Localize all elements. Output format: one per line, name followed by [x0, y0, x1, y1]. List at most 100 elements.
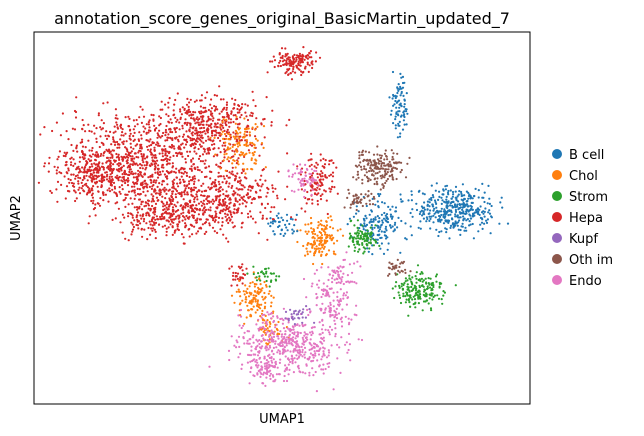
point-hepa: [228, 206, 231, 209]
point-hepa: [102, 166, 105, 169]
point-b-cell: [376, 215, 379, 218]
point-hepa: [135, 176, 138, 179]
point-hepa: [69, 157, 72, 160]
point-hepa: [200, 126, 203, 130]
point-hepa: [236, 172, 239, 175]
point-hepa: [132, 119, 135, 122]
point-hepa: [136, 164, 139, 167]
point-hepa: [146, 162, 149, 165]
point-b-cell: [377, 230, 380, 233]
point-strom: [363, 250, 366, 253]
point-hepa: [133, 152, 136, 155]
point-hepa: [116, 146, 119, 149]
point-endo: [283, 374, 286, 378]
point-b-cell: [468, 193, 471, 196]
point-hepa: [195, 232, 198, 235]
point-hepa: [60, 183, 63, 186]
point-b-cell: [430, 198, 433, 202]
point-hepa: [227, 185, 230, 188]
point-chol: [245, 291, 249, 295]
point-hepa: [274, 187, 277, 190]
point-oth-im: [393, 162, 396, 165]
point-endo: [334, 313, 337, 317]
point-b-cell: [480, 211, 484, 214]
point-hepa: [121, 173, 124, 176]
point-endo: [304, 174, 307, 177]
point-hepa: [66, 151, 69, 154]
point-endo: [250, 345, 253, 348]
point-hepa: [142, 213, 145, 216]
point-endo: [304, 351, 307, 354]
point-hepa: [164, 139, 167, 142]
point-hepa: [293, 61, 296, 64]
point-hepa: [206, 202, 209, 205]
point-b-cell: [452, 226, 455, 229]
point-b-cell: [447, 189, 450, 193]
point-b-cell: [411, 208, 414, 211]
point-hepa: [129, 142, 132, 145]
point-b-cell: [469, 204, 472, 207]
point-hepa: [129, 138, 132, 141]
point-hepa: [240, 226, 243, 229]
point-chol: [251, 168, 254, 171]
point-oth-im: [361, 178, 364, 181]
point-b-cell: [463, 205, 466, 208]
point-hepa: [332, 161, 335, 165]
point-hepa: [324, 159, 327, 162]
point-oth-im: [354, 194, 357, 197]
point-endo: [270, 338, 273, 342]
point-strom: [416, 264, 420, 267]
point-endo: [291, 331, 294, 335]
point-kupf: [290, 313, 293, 316]
point-hepa: [139, 171, 142, 174]
point-hepa: [307, 159, 310, 162]
point-hepa: [135, 223, 138, 226]
point-hepa: [142, 186, 145, 189]
point-hepa: [165, 170, 168, 173]
point-chol: [255, 304, 259, 307]
point-hepa: [230, 172, 233, 175]
point-hepa: [254, 179, 257, 182]
point-endo: [330, 344, 333, 347]
point-strom: [359, 236, 362, 239]
point-hepa: [304, 65, 307, 68]
point-chol: [316, 234, 319, 237]
point-chol: [244, 298, 247, 301]
point-hepa: [328, 187, 331, 190]
point-hepa: [68, 181, 71, 184]
point-hepa: [83, 157, 86, 160]
point-b-cell: [382, 217, 386, 220]
point-hepa: [224, 215, 227, 218]
point-hepa: [319, 175, 323, 178]
point-oth-im: [372, 153, 376, 156]
point-hepa: [171, 162, 174, 165]
point-endo: [281, 351, 284, 354]
point-b-cell: [450, 197, 453, 200]
point-endo: [339, 288, 342, 291]
point-chol: [299, 229, 302, 232]
point-strom: [359, 234, 362, 237]
point-hepa: [116, 123, 119, 126]
point-hepa: [191, 137, 194, 140]
point-hepa: [168, 205, 171, 208]
point-hepa: [228, 216, 231, 219]
point-endo: [313, 272, 316, 275]
point-hepa: [67, 138, 70, 141]
point-oth-im: [380, 177, 383, 180]
point-chol: [246, 287, 249, 290]
point-b-cell: [405, 123, 408, 126]
point-b-cell: [396, 91, 399, 95]
point-hepa: [188, 175, 191, 179]
point-hepa: [113, 160, 116, 163]
point-hepa: [165, 124, 168, 128]
point-endo: [247, 330, 251, 333]
point-hepa: [111, 170, 114, 173]
point-strom: [348, 237, 351, 240]
point-hepa: [136, 218, 139, 221]
point-hepa: [197, 118, 200, 121]
point-endo: [315, 390, 318, 393]
point-hepa: [260, 123, 263, 126]
point-endo: [349, 359, 352, 362]
point-oth-im: [352, 200, 355, 203]
point-hepa: [319, 194, 322, 197]
